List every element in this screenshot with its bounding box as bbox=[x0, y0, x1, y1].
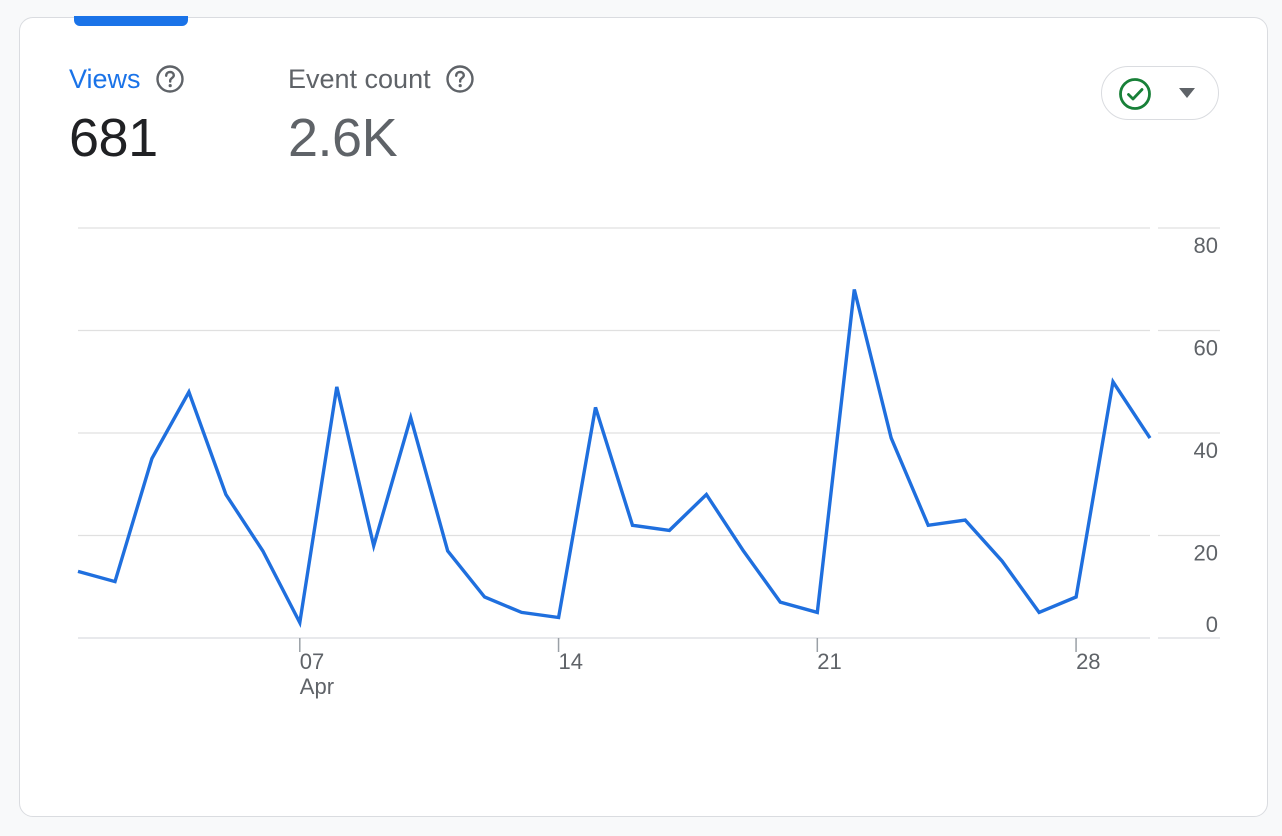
data-point[interactable] bbox=[740, 548, 746, 554]
data-point[interactable] bbox=[482, 594, 488, 600]
y-tick-label: 20 bbox=[1194, 541, 1218, 566]
data-point[interactable] bbox=[112, 579, 118, 585]
data-point[interactable] bbox=[149, 456, 155, 462]
data-point[interactable] bbox=[629, 522, 635, 528]
x-tick-sublabel: Apr bbox=[300, 674, 334, 699]
y-tick-label: 80 bbox=[1194, 233, 1218, 258]
data-point[interactable] bbox=[260, 548, 266, 554]
data-point[interactable] bbox=[593, 404, 599, 410]
metric-views-value: 681 bbox=[69, 108, 158, 168]
data-point[interactable] bbox=[1073, 594, 1079, 600]
metric-views-label: Views bbox=[69, 64, 141, 94]
chart-card: Views 681 Event count 2.6K bbox=[19, 16, 1268, 817]
x-tick-label: 21 bbox=[817, 649, 841, 674]
data-point[interactable] bbox=[1147, 435, 1153, 441]
data-point[interactable] bbox=[1036, 609, 1042, 615]
y-tick-label: 60 bbox=[1194, 336, 1218, 361]
metric-event-count-label-row: Event count bbox=[288, 62, 475, 96]
data-point[interactable] bbox=[445, 548, 451, 554]
x-tick-label: 28 bbox=[1076, 649, 1100, 674]
y-tick-label: 0 bbox=[1206, 612, 1218, 637]
data-point[interactable] bbox=[297, 620, 303, 626]
help-icon[interactable] bbox=[445, 64, 475, 94]
metric-views-label-row: Views bbox=[69, 62, 185, 96]
data-point[interactable] bbox=[851, 287, 857, 293]
check-circle-icon bbox=[1119, 78, 1151, 110]
x-tick-label: 07 bbox=[300, 649, 324, 674]
data-point[interactable] bbox=[925, 522, 931, 528]
series-line-views[interactable] bbox=[77, 289, 1152, 628]
metric-views[interactable]: Views 681 bbox=[69, 62, 185, 168]
data-point[interactable] bbox=[334, 384, 340, 390]
metric-event-count[interactable]: Event count 2.6K bbox=[288, 62, 475, 168]
metric-event-count-label: Event count bbox=[288, 64, 431, 94]
data-point[interactable] bbox=[556, 615, 562, 621]
chevron-down-icon bbox=[1179, 88, 1195, 98]
data-point[interactable] bbox=[666, 527, 672, 533]
x-tick-label: 14 bbox=[559, 649, 583, 674]
status-dropdown[interactable] bbox=[1101, 66, 1219, 120]
data-point[interactable] bbox=[186, 389, 192, 395]
data-point[interactable] bbox=[999, 558, 1005, 564]
data-point[interactable] bbox=[777, 599, 783, 605]
data-point[interactable] bbox=[75, 568, 81, 574]
metric-event-count-value: 2.6K bbox=[288, 108, 398, 168]
data-point[interactable] bbox=[371, 543, 377, 549]
data-point[interactable] bbox=[519, 609, 525, 615]
data-point[interactable] bbox=[408, 415, 414, 421]
data-point[interactable] bbox=[1110, 379, 1116, 385]
y-tick-label: 40 bbox=[1194, 438, 1218, 463]
active-tab-indicator bbox=[74, 16, 188, 26]
data-point[interactable] bbox=[888, 435, 894, 441]
data-point[interactable] bbox=[962, 517, 968, 523]
data-point[interactable] bbox=[814, 609, 820, 615]
data-point[interactable] bbox=[223, 492, 229, 498]
help-icon[interactable] bbox=[155, 64, 185, 94]
data-point[interactable] bbox=[703, 492, 709, 498]
